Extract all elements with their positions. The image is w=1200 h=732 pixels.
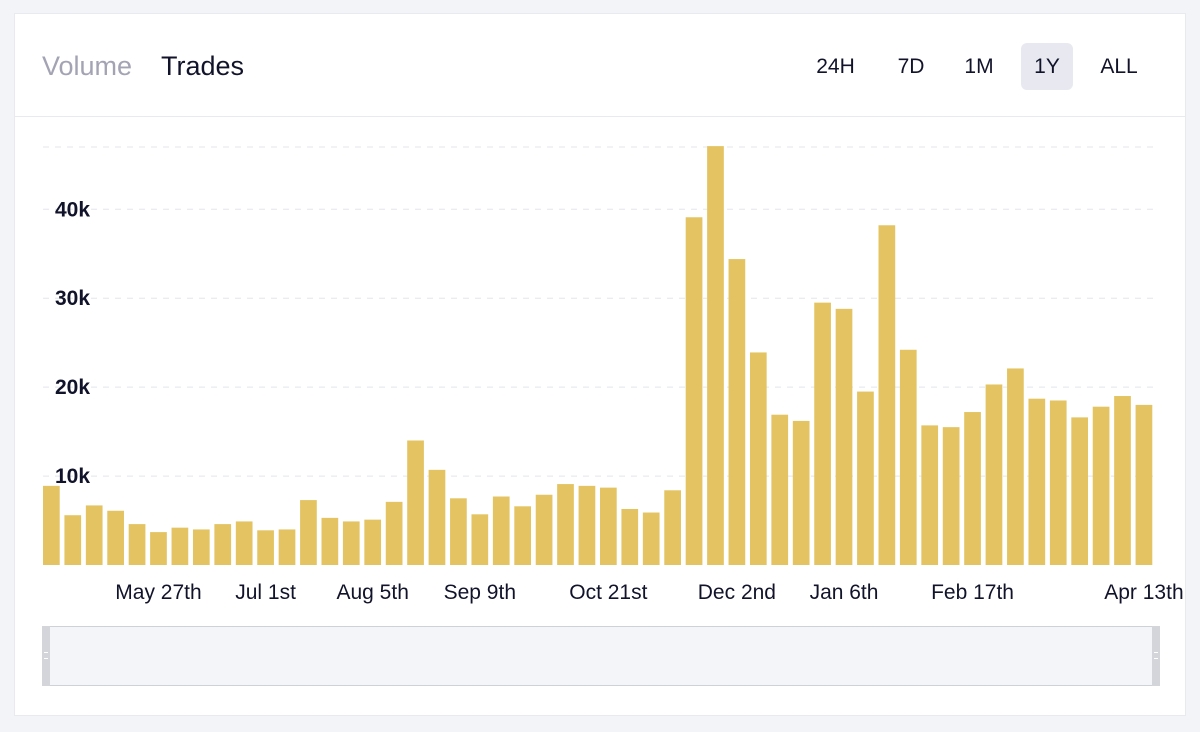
bar[interactable] xyxy=(578,485,596,565)
bar[interactable] xyxy=(385,501,403,565)
bar[interactable] xyxy=(150,532,167,565)
bar[interactable] xyxy=(1135,404,1153,565)
bar[interactable] xyxy=(1071,417,1089,565)
bar[interactable] xyxy=(814,302,831,565)
bar[interactable] xyxy=(535,494,553,565)
chart-header: Volume Trades 24H 7D 1M 1Y ALL xyxy=(15,14,1185,117)
bar[interactable] xyxy=(1028,398,1046,565)
bar[interactable] xyxy=(257,530,274,565)
range-1m-button[interactable]: 1M xyxy=(964,55,994,78)
bar[interactable] xyxy=(321,517,339,565)
x-tick-label: Sep 9th xyxy=(444,581,516,604)
bar[interactable] xyxy=(985,384,1003,565)
bar[interactable] xyxy=(471,514,489,565)
bar[interactable] xyxy=(749,352,767,565)
bar[interactable] xyxy=(235,521,253,565)
bar[interactable] xyxy=(107,510,124,565)
bar[interactable] xyxy=(642,512,660,565)
grid-lines xyxy=(43,146,1157,477)
bar[interactable] xyxy=(514,506,532,565)
x-tick-label: Oct 21st xyxy=(569,581,647,604)
bar[interactable] xyxy=(407,440,424,565)
x-tick-label: Apr 13th xyxy=(1104,581,1183,604)
bar[interactable] xyxy=(364,519,382,565)
tab-volume[interactable]: Volume xyxy=(42,51,133,81)
x-tick-label: Jan 6th xyxy=(810,581,879,604)
bar[interactable] xyxy=(857,391,874,565)
y-tick-label: 10k xyxy=(55,465,90,488)
bar[interactable] xyxy=(664,490,681,565)
bar[interactable] xyxy=(899,349,917,565)
bar[interactable] xyxy=(942,427,960,565)
y-tick-label: 20k xyxy=(55,376,90,399)
bar[interactable] xyxy=(921,425,939,565)
bar[interactable] xyxy=(1114,396,1131,565)
bar[interactable] xyxy=(1007,368,1024,565)
tab-trades[interactable]: Trades xyxy=(161,51,245,81)
bar[interactable] xyxy=(728,259,746,565)
bar[interactable] xyxy=(214,524,232,565)
trades-chart-card: Volume Trades 24H 7D 1M 1Y ALL 10k 20k 30k… xyxy=(14,13,1186,716)
bar[interactable] xyxy=(964,412,981,565)
bar[interactable] xyxy=(278,529,296,565)
bar[interactable] xyxy=(342,521,360,565)
range-1y-button[interactable]: 1Y xyxy=(1021,43,1073,90)
bar[interactable] xyxy=(771,414,789,565)
y-tick-label: 30k xyxy=(55,287,90,310)
x-axis-ticks: May 27th Jul 1st Aug 5th Sep 9th Oct 21st Dec… xyxy=(115,581,1183,604)
y-tick-label: 40k xyxy=(55,198,90,221)
bar[interactable] xyxy=(192,529,210,565)
x-tick-label: Feb 17th xyxy=(931,581,1014,604)
trades-bar-chart: 10k 20k 30k 40k May 27th Jul 1st Aug 5th Sep 9… xyxy=(43,146,1184,604)
bar[interactable] xyxy=(1092,406,1110,565)
brush-left-handle[interactable] xyxy=(42,626,50,686)
x-tick-label: May 27th xyxy=(115,581,201,604)
bars xyxy=(43,146,1153,566)
x-tick-label: Jul 1st xyxy=(235,581,296,604)
bar[interactable] xyxy=(492,496,510,565)
y-axis-ticks: 10k 20k 30k 40k xyxy=(55,198,90,488)
brush-right-handle[interactable] xyxy=(1152,626,1160,686)
bar[interactable] xyxy=(707,146,724,566)
bar[interactable] xyxy=(557,484,574,565)
bar[interactable] xyxy=(450,498,467,565)
range-24h-button[interactable]: 24H xyxy=(816,55,855,78)
x-tick-label: Dec 2nd xyxy=(698,581,776,604)
bar[interactable] xyxy=(85,505,103,565)
bar[interactable] xyxy=(64,515,82,565)
bar[interactable] xyxy=(128,524,146,565)
bar[interactable] xyxy=(1049,400,1067,565)
bar[interactable] xyxy=(878,225,896,565)
bar[interactable] xyxy=(428,469,446,565)
bar[interactable] xyxy=(621,508,639,565)
range-brush[interactable] xyxy=(42,626,1160,686)
bar[interactable] xyxy=(300,500,317,565)
bar[interactable] xyxy=(792,420,810,565)
bar[interactable] xyxy=(835,308,853,565)
range-all-button[interactable]: ALL xyxy=(1100,55,1138,78)
x-tick-label: Aug 5th xyxy=(336,581,408,604)
range-7d-button[interactable]: 7D xyxy=(897,55,925,78)
bar[interactable] xyxy=(171,527,189,565)
bar[interactable] xyxy=(43,485,60,565)
bar[interactable] xyxy=(685,217,703,565)
bar[interactable] xyxy=(600,487,617,565)
